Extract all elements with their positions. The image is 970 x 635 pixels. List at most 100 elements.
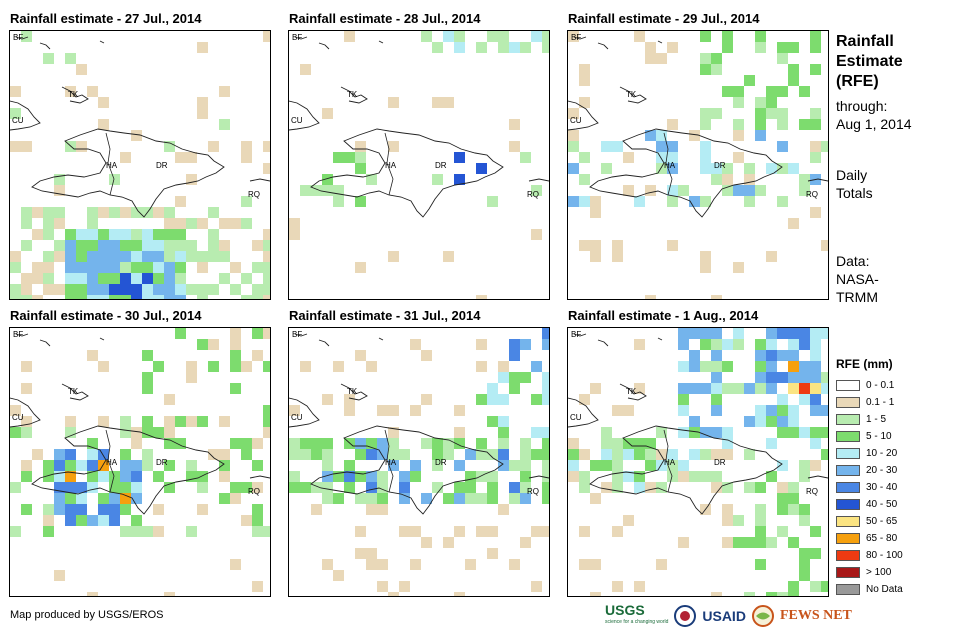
rainfall-cell	[263, 31, 270, 42]
rainfall-cell	[43, 504, 54, 515]
rainfall-cell	[722, 438, 733, 449]
rainfall-cell	[311, 449, 322, 460]
rainfall-cell	[65, 515, 76, 526]
rainfall-cell	[568, 449, 579, 460]
rainfall-cell	[667, 471, 678, 482]
rainfall-cell	[76, 141, 87, 152]
rainfall-cell	[197, 42, 208, 53]
rainfall-cell	[711, 361, 722, 372]
rainfall-cell	[344, 460, 355, 471]
rainfall-cell	[531, 361, 542, 372]
rainfall-cell	[722, 504, 733, 515]
legend-label: 40 - 50	[866, 499, 898, 510]
rainfall-cell	[21, 427, 32, 438]
rainfall-cell	[109, 482, 120, 493]
rainfall-cell	[186, 460, 197, 471]
rainfall-cell	[509, 559, 520, 570]
rainfall-cell	[421, 537, 432, 548]
map-label-tk: TK	[626, 387, 637, 396]
rainfall-cell	[810, 350, 821, 361]
rainfall-cell	[197, 218, 208, 229]
rainfall-cell	[678, 405, 689, 416]
map-label-tk: TK	[68, 90, 79, 99]
legend-item: > 100	[836, 564, 903, 581]
rainfall-cell	[678, 361, 689, 372]
rainfall-cell	[722, 42, 733, 53]
rainfall-cell	[542, 460, 549, 471]
rainfall-cell	[208, 449, 219, 460]
rainfall-cell	[476, 361, 487, 372]
coastline	[378, 337, 384, 341]
rainfall-cell	[377, 449, 388, 460]
rainfall-cell	[109, 229, 120, 240]
rainfall-cell	[601, 427, 612, 438]
rainfall-cell	[810, 405, 821, 416]
rainfall-cell	[399, 581, 410, 592]
rainfall-cell	[32, 449, 43, 460]
rainfall-cell	[65, 482, 76, 493]
rainfall-cell	[197, 295, 208, 299]
rainfall-cell	[542, 427, 549, 438]
rainfall-cell	[810, 64, 821, 75]
legend-label: 65 - 80	[866, 533, 898, 544]
legend-item: 80 - 100	[836, 547, 903, 564]
rainfall-cell	[766, 537, 777, 548]
rainfall-cell	[399, 526, 410, 537]
rainfall-cell	[799, 570, 810, 581]
rainfall-cell	[531, 526, 542, 537]
rainfall-cell	[465, 559, 476, 570]
map-label-cu: CU	[291, 116, 303, 125]
rainfall-cell	[634, 31, 645, 42]
rainfall-cell	[355, 471, 366, 482]
legend-item: 30 - 40	[836, 479, 903, 496]
rainfall-cell	[98, 284, 109, 295]
country-border	[105, 132, 115, 196]
rainfall-cell	[65, 284, 76, 295]
rainfall-cell	[766, 328, 777, 339]
map-label-bf: BF	[13, 330, 23, 339]
rainfall-cell	[252, 438, 263, 449]
rainfall-cell	[241, 515, 252, 526]
rainfall-cell	[98, 262, 109, 273]
rainfall-cell	[131, 460, 142, 471]
rainfall-cell	[388, 460, 399, 471]
rainfall-map-panel: BF CU TK HA DR RQ	[288, 327, 550, 597]
rainfall-cell	[131, 251, 142, 262]
legend-label: 0 - 0.1	[866, 380, 895, 391]
rainfall-cell	[590, 240, 601, 251]
rainfall-cell	[498, 31, 509, 42]
rainfall-cell	[322, 108, 333, 119]
rainfall-cell	[678, 537, 689, 548]
map-label-cu: CU	[12, 116, 24, 125]
rainfall-cell	[531, 581, 542, 592]
rainfall-cell	[601, 141, 612, 152]
rainfall-cell	[153, 526, 164, 537]
rainfall-cell	[487, 471, 498, 482]
rainfall-cell	[498, 394, 509, 405]
rainfall-cell	[645, 438, 656, 449]
map-label-rq: RQ	[527, 487, 539, 496]
rainfall-cell	[520, 42, 531, 53]
rainfall-cell	[689, 383, 700, 394]
rainfall-cell	[164, 141, 175, 152]
coastline	[249, 178, 270, 182]
rainfall-cell	[766, 438, 777, 449]
rainfall-cell	[454, 427, 465, 438]
rainfall-cell	[355, 548, 366, 559]
rainfall-cell	[432, 449, 443, 460]
rainfall-cell	[252, 350, 263, 361]
rainfall-cell	[109, 251, 120, 262]
rainfall-cell	[388, 592, 399, 596]
rainfall-cell	[590, 207, 601, 218]
legend: 0 - 0.1 0.1 - 1 1 - 5 5 - 10 10 - 20 20 - 30 3…	[836, 377, 903, 598]
rainfall-cell	[344, 152, 355, 163]
legend-swatch	[836, 533, 860, 544]
map-label-dr: DR	[156, 161, 168, 170]
rainfall-cell	[289, 229, 300, 240]
rainfall-cell	[777, 328, 788, 339]
rainfall-cell	[65, 427, 76, 438]
rainfall-cell	[656, 449, 667, 460]
map-label-rq: RQ	[806, 487, 818, 496]
rainfall-cell	[810, 31, 821, 42]
rainfall-cell	[355, 526, 366, 537]
